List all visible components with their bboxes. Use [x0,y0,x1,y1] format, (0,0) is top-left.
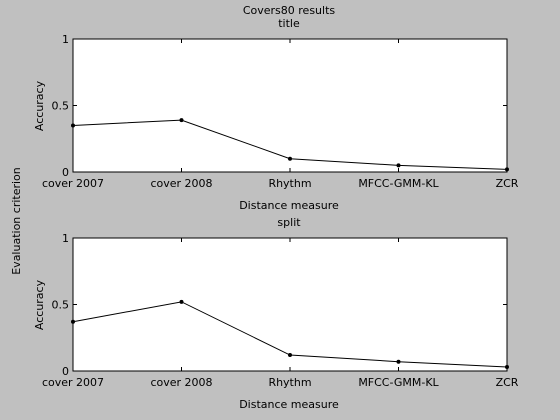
subplot-top: title Distance measure Accuracy 0 0.5 1 cov… [33,17,519,212]
x-tick-label: MFCC-GMM-KL [358,177,439,190]
y-tick-label: 1 [62,33,69,46]
data-point [505,365,509,370]
data-point [396,163,401,168]
y-tick-label: 0.5 [52,299,70,312]
plot-area [72,38,508,173]
x-tick-label: cover 2008 [150,177,212,190]
plot-area [72,237,508,372]
x-tick-label: ZCR [496,376,519,389]
y-axis-label: Accuracy [33,279,46,330]
data-point [505,167,509,172]
y-axis-label: Accuracy [33,80,46,131]
x-tick-label: Rhythm [268,177,311,190]
x-tick-label: cover 2008 [150,376,212,389]
x-tick-label: MFCC-GMM-KL [358,376,439,389]
x-tick-label: ZCR [496,177,519,190]
side-label: Evaluation criterion [10,167,23,275]
x-axis-label: Distance measure [239,398,339,411]
data-point [288,353,292,358]
x-axis-label: Distance measure [239,199,339,212]
data-point [396,359,401,364]
y-tick-label: 0 [62,166,69,179]
y-tick-label: 0.5 [52,100,70,113]
data-point [71,319,75,324]
data-point [71,123,75,128]
figure-title: Covers80 results [243,4,336,17]
subplot-bottom: split Distance measure Accuracy 0 0.5 1 cov… [33,216,519,411]
x-tick-label: Rhythm [268,376,311,389]
x-tick-label: cover 2007 [42,376,104,389]
subplot-title: split [277,216,301,229]
x-tick-label: cover 2007 [42,177,104,190]
subplot-title: title [278,17,300,30]
data-point [179,118,184,123]
data-point [288,156,292,161]
y-tick-label: 1 [62,232,69,245]
y-tick-label: 0 [62,365,69,378]
data-point [179,299,184,304]
